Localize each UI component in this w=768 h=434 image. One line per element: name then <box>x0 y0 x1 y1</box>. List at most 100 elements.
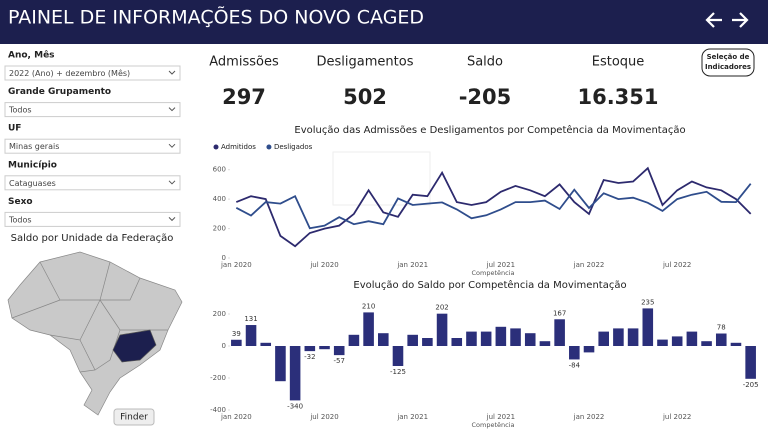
bar <box>539 341 551 346</box>
data-label: 78 <box>717 324 726 332</box>
bar <box>436 313 448 346</box>
tooltip-box <box>332 151 431 206</box>
filter-value: Todos <box>8 215 32 224</box>
data-label: -340 <box>287 402 303 410</box>
filter-value: Todos <box>8 106 32 115</box>
data-label: -125 <box>390 368 406 376</box>
y-tick-label: 200 <box>213 225 226 233</box>
legend-label: Admitidos <box>221 143 256 151</box>
bar <box>686 331 698 346</box>
selector-text: Seleção de <box>707 53 750 61</box>
x-tick-label: jan 2022 <box>573 261 605 269</box>
chart-title: Evolução do Saldo por Competência da Mov… <box>353 279 626 291</box>
filter-label: Município <box>8 160 57 170</box>
data-label: -205 <box>743 381 759 389</box>
data-label: 202 <box>435 304 448 312</box>
filter-dropdown[interactable] <box>4 211 181 227</box>
x-tick-label: jul 2021 <box>486 413 515 421</box>
bar <box>569 346 580 360</box>
selector-button[interactable] <box>701 48 755 77</box>
map[interactable] <box>7 251 183 416</box>
kpi-label: Desligamentos <box>317 55 414 70</box>
series-line <box>235 183 752 230</box>
y-tick-label: 600 <box>213 166 226 174</box>
x-tick-label: jan 2020 <box>220 261 252 269</box>
x-axis-label: Competência <box>471 421 514 429</box>
filter-value: Minas gerais <box>9 142 59 151</box>
filter-dropdown[interactable] <box>4 138 181 154</box>
kpi-value: 502 <box>343 85 387 109</box>
bar <box>392 346 404 366</box>
y-tick-label: 0 <box>222 254 226 262</box>
bar <box>289 346 301 401</box>
x-tick-label: jul 2020 <box>309 261 338 269</box>
filter-value: Cataguases <box>9 179 56 188</box>
legend-swatch <box>266 144 272 150</box>
data-label: 131 <box>244 315 257 323</box>
filter-dropdown[interactable] <box>4 102 181 118</box>
filter-dropdown[interactable] <box>4 175 181 191</box>
bar <box>730 342 742 346</box>
bar <box>657 339 668 346</box>
x-axis-label: Competência <box>471 269 514 277</box>
data-label: 235 <box>641 298 654 306</box>
y-tick-label: 200 <box>213 310 226 318</box>
x-tick-label: jul 2020 <box>309 413 338 421</box>
header-bar <box>0 0 768 44</box>
bar <box>231 339 242 346</box>
bar <box>598 331 609 346</box>
kpi-value: 297 <box>222 85 266 109</box>
filter-label: Sexo <box>8 197 33 207</box>
kpi-label: Admissões <box>209 55 279 70</box>
filter-value: 2022 (Ano) + dezembro (Mês) <box>9 68 130 78</box>
series-line <box>235 166 752 248</box>
header-title: PAINEL DE INFORMAÇÕES DO NOVO CAGED <box>8 6 424 29</box>
filter-label: UF <box>8 124 21 134</box>
y-tick-label: -400 <box>210 406 226 414</box>
y-tick-label: 400 <box>213 195 226 203</box>
bar <box>245 325 257 346</box>
data-label: 210 <box>362 302 375 310</box>
filter-dropdown[interactable] <box>4 65 181 81</box>
bar <box>466 331 477 346</box>
bar <box>495 326 507 346</box>
bar <box>701 341 712 346</box>
bar <box>304 346 316 352</box>
y-tick-label: 0 <box>222 342 226 350</box>
bar <box>480 331 492 346</box>
bar <box>275 346 286 382</box>
data-label: -84 <box>569 361 581 369</box>
x-tick-label: jan 2020 <box>220 413 252 421</box>
bar <box>319 346 330 350</box>
selector-text: Indicadores <box>705 63 751 71</box>
bar <box>715 333 727 346</box>
bar <box>671 336 683 346</box>
filter-label: Grande Grupamento <box>8 87 111 97</box>
bar <box>451 338 463 346</box>
data-label: -32 <box>304 353 315 361</box>
finder-text: Finder <box>120 413 148 423</box>
bar <box>627 328 639 346</box>
x-tick-label: jul 2022 <box>662 413 691 421</box>
data-label: 167 <box>553 309 566 317</box>
bar <box>363 312 374 346</box>
chevron <box>168 143 176 148</box>
bar <box>524 333 536 346</box>
chevron <box>168 180 176 185</box>
finder-button[interactable] <box>113 408 155 426</box>
bar <box>407 334 418 346</box>
bar <box>642 308 654 346</box>
map-title: Saldo por Unidade da Federação <box>11 233 174 244</box>
x-tick-label: jul 2022 <box>662 261 691 269</box>
bar <box>378 333 389 346</box>
data-label: -57 <box>333 357 344 365</box>
bar <box>554 319 565 346</box>
bar <box>348 334 360 346</box>
nav-arrows[interactable] <box>705 12 749 28</box>
kpi-value: 16.351 <box>577 85 658 109</box>
filter-label: Ano, Mês <box>8 50 55 61</box>
bar <box>613 328 624 346</box>
chart-title: Evolução das Admissões e Desligamentos p… <box>294 124 685 136</box>
bar <box>583 346 595 353</box>
